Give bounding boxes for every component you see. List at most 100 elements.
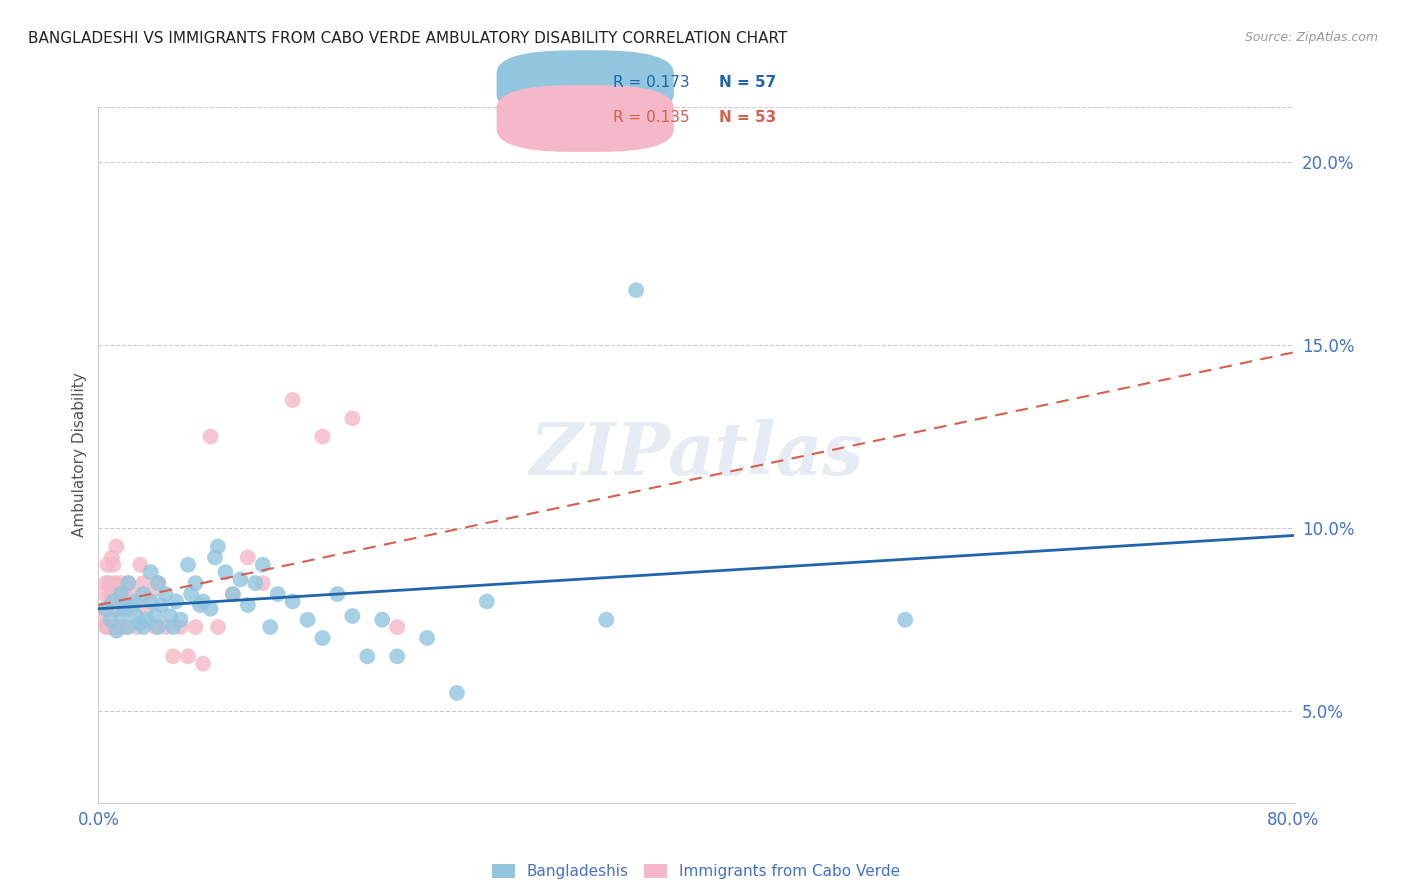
Point [165, 594, 187, 608]
Point [110, 609, 132, 624]
Point [94, 576, 117, 591]
Point [108, 587, 131, 601]
Point [148, 576, 170, 591]
Point [110, 587, 132, 601]
Point [342, 411, 364, 425]
Point [103, 594, 125, 608]
Point [135, 613, 157, 627]
Point [385, 649, 409, 664]
Point [104, 620, 127, 634]
Point [97, 576, 120, 591]
Point [125, 594, 148, 608]
Point [150, 598, 173, 612]
Point [94, 620, 117, 634]
Point [132, 587, 155, 601]
Point [129, 616, 152, 631]
Point [129, 558, 152, 572]
Text: R = 0.173: R = 0.173 [613, 75, 689, 90]
Point [103, 594, 125, 608]
Point [200, 429, 222, 443]
Point [191, 657, 214, 671]
Point [184, 620, 207, 634]
Point [104, 576, 127, 591]
Point [222, 587, 245, 601]
Point [385, 620, 409, 634]
Point [96, 601, 118, 615]
Point [416, 631, 439, 645]
FancyBboxPatch shape [496, 50, 673, 117]
Point [326, 587, 349, 601]
Point [114, 601, 136, 615]
Point [96, 558, 118, 572]
Point [188, 598, 211, 612]
Text: Source: ZipAtlas.com: Source: ZipAtlas.com [1244, 31, 1378, 45]
Point [191, 594, 214, 608]
Point [180, 587, 202, 601]
Point [207, 620, 229, 634]
Point [222, 587, 245, 601]
Point [281, 392, 304, 407]
Point [101, 601, 124, 615]
Point [139, 565, 162, 579]
Point [101, 550, 124, 565]
Point [117, 576, 139, 591]
Point [297, 613, 319, 627]
Point [236, 598, 259, 612]
Point [155, 587, 177, 601]
Point [91, 613, 114, 627]
Point [139, 594, 162, 608]
Text: BANGLADESHI VS IMMIGRANTS FROM CABO VERDE AMBULATORY DISABILITY CORRELATION CHAR: BANGLADESHI VS IMMIGRANTS FROM CABO VERD… [28, 31, 787, 46]
Point [120, 598, 142, 612]
Point [159, 609, 181, 624]
Y-axis label: Ambulatory Disability: Ambulatory Disability [72, 373, 87, 537]
Point [259, 620, 281, 634]
Point [132, 576, 155, 591]
FancyBboxPatch shape [496, 86, 673, 152]
Point [120, 601, 142, 615]
Point [117, 620, 139, 634]
Point [127, 620, 149, 634]
Point [311, 631, 333, 645]
Point [100, 613, 122, 627]
Point [446, 686, 468, 700]
Point [112, 587, 135, 601]
Point [96, 620, 118, 634]
Point [356, 649, 378, 664]
Point [177, 558, 200, 572]
Point [148, 620, 170, 634]
Point [143, 620, 166, 634]
Point [475, 594, 498, 608]
Point [245, 576, 267, 591]
Text: N = 53: N = 53 [720, 110, 776, 125]
Point [207, 540, 229, 554]
Point [110, 620, 132, 634]
Point [214, 565, 236, 579]
Point [252, 576, 274, 591]
Point [125, 609, 148, 624]
Point [236, 550, 259, 565]
Point [281, 594, 304, 608]
Point [169, 620, 191, 634]
Point [162, 649, 184, 664]
Point [105, 540, 128, 554]
Point [103, 558, 125, 572]
Point [626, 283, 648, 297]
Legend: Bangladeshis, Immigrants from Cabo Verde: Bangladeshis, Immigrants from Cabo Verde [485, 858, 907, 886]
Point [97, 601, 120, 615]
Point [139, 587, 162, 601]
Point [155, 620, 177, 634]
Text: R = 0.135: R = 0.135 [613, 110, 689, 125]
Point [143, 609, 166, 624]
Point [114, 620, 136, 634]
Point [894, 613, 917, 627]
Point [148, 576, 170, 591]
Point [105, 624, 128, 638]
Text: ZIPatlas: ZIPatlas [529, 419, 863, 491]
Point [132, 620, 155, 634]
Point [342, 609, 364, 624]
Point [103, 620, 125, 634]
Point [371, 613, 394, 627]
Point [100, 587, 122, 601]
Point [110, 576, 132, 591]
Point [117, 576, 139, 591]
